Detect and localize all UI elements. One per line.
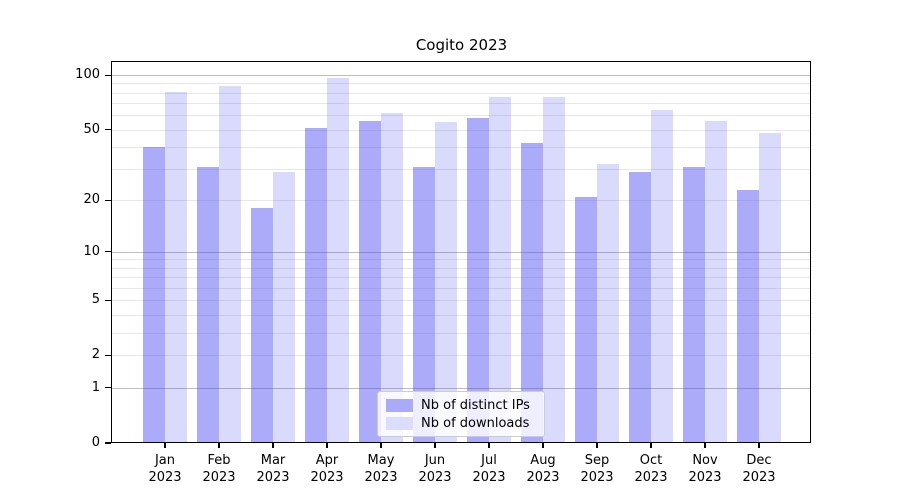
bar-may-downloads xyxy=(381,112,403,443)
gridline-minor-40 xyxy=(112,146,810,148)
gridline-minor-90 xyxy=(112,83,810,85)
xtick-mark-sep xyxy=(596,443,598,448)
gridline-minor-20 xyxy=(112,200,810,202)
bar-feb-ips xyxy=(197,166,219,443)
gridline-major-1 xyxy=(112,387,810,389)
legend-label-downloads: Nb of downloads xyxy=(421,415,530,431)
gridline-minor-4 xyxy=(112,314,810,316)
xtick-mark-apr xyxy=(326,443,328,448)
bar-jun-ips xyxy=(413,166,435,443)
ytick-mark-2 xyxy=(105,354,111,356)
ytick-label-20: 20 xyxy=(83,192,100,208)
bar-apr-ips xyxy=(305,128,327,443)
xtick-label-jan: Jan 2023 xyxy=(148,453,182,485)
xtick-mark-nov xyxy=(704,443,706,448)
legend-item-distinct-ips: Nb of distinct IPs xyxy=(386,398,536,413)
legend-swatch-distinct-ips xyxy=(386,398,413,412)
gridline-minor-8 xyxy=(112,267,810,269)
ytick-label-100: 100 xyxy=(75,67,100,83)
xtick-label-nov: Nov 2023 xyxy=(688,453,722,485)
bar-sep-downloads xyxy=(597,164,619,443)
gridline-minor-2 xyxy=(112,355,810,357)
bar-may-ips xyxy=(359,120,381,443)
xtick-mark-oct xyxy=(650,443,652,448)
xtick-mark-dec xyxy=(758,443,760,448)
ytick-mark-0 xyxy=(105,442,111,444)
gridline-major-100 xyxy=(112,75,810,77)
ytick-mark-1 xyxy=(105,387,111,389)
gridline-minor-70 xyxy=(112,103,810,105)
xtick-label-apr: Apr 2023 xyxy=(310,453,344,485)
ytick-label-1: 1 xyxy=(91,379,100,395)
xtick-label-jul: Jul 2023 xyxy=(472,453,506,485)
bar-jun-downloads xyxy=(435,122,457,443)
bar-oct-downloads xyxy=(651,110,673,443)
xtick-mark-feb xyxy=(218,443,220,448)
bar-oct-ips xyxy=(629,171,651,443)
xtick-label-aug: Aug 2023 xyxy=(526,453,560,485)
bar-jul-downloads xyxy=(489,96,511,443)
xtick-mark-may xyxy=(380,443,382,448)
bar-jan-ips xyxy=(143,146,165,443)
bar-nov-ips xyxy=(683,166,705,443)
xtick-label-sep: Sep 2023 xyxy=(580,453,614,485)
xtick-label-dec: Dec 2023 xyxy=(742,453,776,485)
bar-jul-ips xyxy=(467,117,489,443)
ytick-mark-20 xyxy=(105,199,111,201)
gridline-minor-6 xyxy=(112,287,810,289)
ytick-label-5: 5 xyxy=(91,292,100,308)
gridline-minor-60 xyxy=(112,115,810,117)
gridline-minor-50 xyxy=(112,129,810,131)
ytick-mark-50 xyxy=(105,128,111,131)
xtick-label-jun: Jun 2023 xyxy=(418,453,452,485)
xtick-label-mar: Mar 2023 xyxy=(256,453,290,485)
xtick-mark-jan xyxy=(164,443,166,448)
xtick-label-may: May 2023 xyxy=(364,453,398,485)
gridline-minor-80 xyxy=(112,92,810,94)
bar-aug-ips xyxy=(521,143,543,443)
xtick-mark-jul xyxy=(488,443,490,448)
xtick-label-oct: Oct 2023 xyxy=(634,453,668,485)
gridline-minor-5 xyxy=(112,300,810,302)
gridline-major-10 xyxy=(112,251,810,253)
ytick-mark-10 xyxy=(105,251,111,253)
bar-mar-downloads xyxy=(273,171,295,443)
bar-dec-downloads xyxy=(759,132,781,443)
gridline-minor-9 xyxy=(112,259,810,261)
xtick-label-feb: Feb 2023 xyxy=(202,453,236,485)
ytick-mark-100 xyxy=(105,74,111,76)
bar-apr-downloads xyxy=(327,78,349,443)
bar-mar-ips xyxy=(251,208,273,443)
chart-title: Cogito 2023 xyxy=(415,36,508,54)
xtick-mark-jun xyxy=(434,443,436,448)
ytick-label-0: 0 xyxy=(91,435,100,450)
gridline-minor-30 xyxy=(112,169,810,171)
ytick-mark-5 xyxy=(105,299,111,301)
ytick-label-2: 2 xyxy=(91,347,100,363)
legend-label-distinct-ips: Nb of distinct IPs xyxy=(421,397,530,413)
bar-aug-downloads xyxy=(543,96,565,443)
gridline-minor-7 xyxy=(112,277,810,279)
plot-area xyxy=(111,61,811,443)
bar-jan-downloads xyxy=(165,91,187,443)
xtick-mark-aug xyxy=(542,443,544,448)
legend-item-downloads: Nb of downloads xyxy=(386,416,536,431)
legend-swatch-downloads xyxy=(386,416,413,430)
legend: Nb of distinct IPs Nb of downloads xyxy=(377,391,545,437)
gridline-minor-3 xyxy=(112,332,810,334)
xtick-mark-mar xyxy=(272,443,274,448)
ytick-label-50: 50 xyxy=(83,121,100,137)
bar-nov-downloads xyxy=(705,120,727,443)
ytick-label-10: 10 xyxy=(83,243,100,259)
bar-sep-ips xyxy=(575,196,597,443)
bar-feb-downloads xyxy=(219,86,241,443)
bar-dec-ips xyxy=(737,189,759,443)
